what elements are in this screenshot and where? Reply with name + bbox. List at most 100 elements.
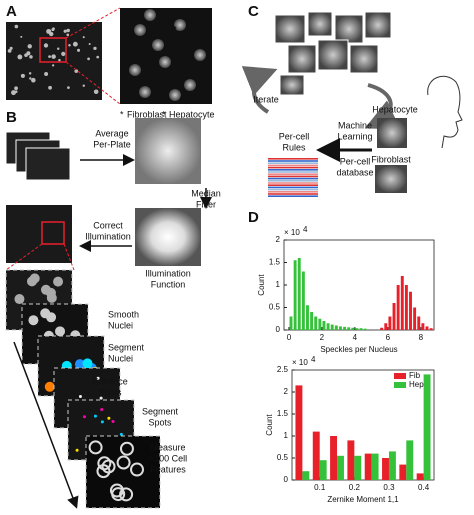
head	[427, 75, 463, 149]
cell	[49, 31, 54, 37]
y-scale-base: × 10	[292, 358, 308, 367]
cell	[93, 46, 97, 51]
stripe	[268, 162, 318, 164]
x-tick-label: 6	[386, 333, 391, 342]
cell-marker: *	[177, 38, 181, 48]
stripe	[268, 164, 318, 167]
bar	[396, 285, 400, 330]
cell	[144, 9, 156, 21]
x-tick-label: 2	[320, 333, 325, 342]
step-label: Per-Plate	[93, 139, 131, 149]
bar	[384, 323, 388, 330]
step-label: Average	[95, 128, 128, 138]
bar	[347, 327, 351, 330]
cell	[9, 46, 13, 50]
bar	[337, 455, 344, 480]
legend-marker: *	[120, 109, 124, 119]
cell	[48, 55, 51, 59]
cell	[44, 381, 55, 392]
bar	[421, 323, 425, 330]
step-label: Function	[151, 279, 186, 289]
average-image	[135, 118, 201, 184]
cell	[184, 79, 196, 91]
bar	[318, 318, 322, 330]
stripe	[268, 182, 318, 184]
y-tick-label: 1.5	[269, 258, 281, 267]
cell	[111, 419, 115, 423]
cell	[88, 43, 91, 46]
bar	[364, 453, 372, 480]
y-tick-label: 1	[284, 431, 289, 440]
y-tick-label: 1	[276, 280, 281, 289]
bar	[293, 260, 297, 330]
cell	[100, 420, 104, 424]
cell	[14, 294, 25, 305]
bar	[388, 316, 392, 330]
bar	[359, 328, 363, 330]
step-label: Machine	[338, 120, 372, 130]
stripe	[268, 188, 318, 191]
legend-swatch	[394, 373, 406, 379]
stripe	[268, 193, 318, 195]
bar	[355, 328, 359, 330]
bar	[406, 440, 414, 480]
cell	[51, 54, 56, 59]
step-label: database	[336, 167, 373, 177]
bar	[416, 473, 424, 480]
x-tick-label: 0	[287, 333, 292, 342]
micrograph	[6, 22, 102, 100]
bar	[312, 431, 320, 480]
y-tick-label: 2	[276, 235, 281, 244]
bar	[330, 436, 338, 480]
cell	[116, 455, 131, 470]
y-scale-base: × 10	[284, 228, 300, 237]
plate-stack	[5, 131, 71, 181]
cell	[20, 73, 25, 78]
zoom-line	[5, 243, 43, 271]
plot-frame	[291, 369, 435, 481]
step-label: Segment	[142, 406, 179, 416]
cell-image	[287, 44, 317, 74]
cell-image	[334, 14, 364, 44]
legend-marker: *	[162, 109, 166, 119]
y-tick-label: 0	[284, 475, 289, 484]
y-tick-label: 0	[276, 325, 281, 334]
y-axis-label: Count	[265, 414, 274, 436]
bar	[388, 451, 396, 480]
cell	[82, 415, 86, 419]
cell	[111, 487, 126, 502]
step-label: Enhance	[92, 376, 128, 386]
cell-image	[279, 74, 305, 96]
bar	[351, 327, 355, 330]
cell	[31, 77, 36, 83]
stripe	[268, 175, 318, 178]
stripe	[268, 184, 318, 186]
cell	[159, 56, 171, 68]
cell	[75, 448, 79, 452]
cell	[68, 43, 71, 47]
panel-label: A	[6, 3, 17, 20]
bar	[319, 460, 327, 480]
bar	[347, 440, 355, 480]
step-label: Learning	[337, 131, 372, 141]
x-axis-label: Zernike Moment 1,1	[327, 495, 399, 504]
bar	[326, 323, 330, 330]
y-axis-label: Count	[257, 274, 266, 296]
cell	[67, 86, 70, 89]
bar	[302, 471, 310, 480]
cell	[139, 86, 151, 98]
arrow	[13, 341, 79, 509]
cell-image	[364, 11, 392, 39]
zoom-line	[65, 7, 121, 39]
step-label: Measure	[150, 442, 185, 452]
cell	[152, 39, 164, 51]
cell	[129, 64, 141, 76]
stripe	[268, 191, 318, 193]
cell	[40, 284, 51, 295]
panel-label: D	[248, 209, 259, 226]
stripe	[268, 166, 318, 169]
arrow	[241, 66, 278, 114]
step-label: Spots	[98, 387, 122, 397]
cell-image	[307, 11, 333, 37]
cell	[72, 41, 78, 47]
